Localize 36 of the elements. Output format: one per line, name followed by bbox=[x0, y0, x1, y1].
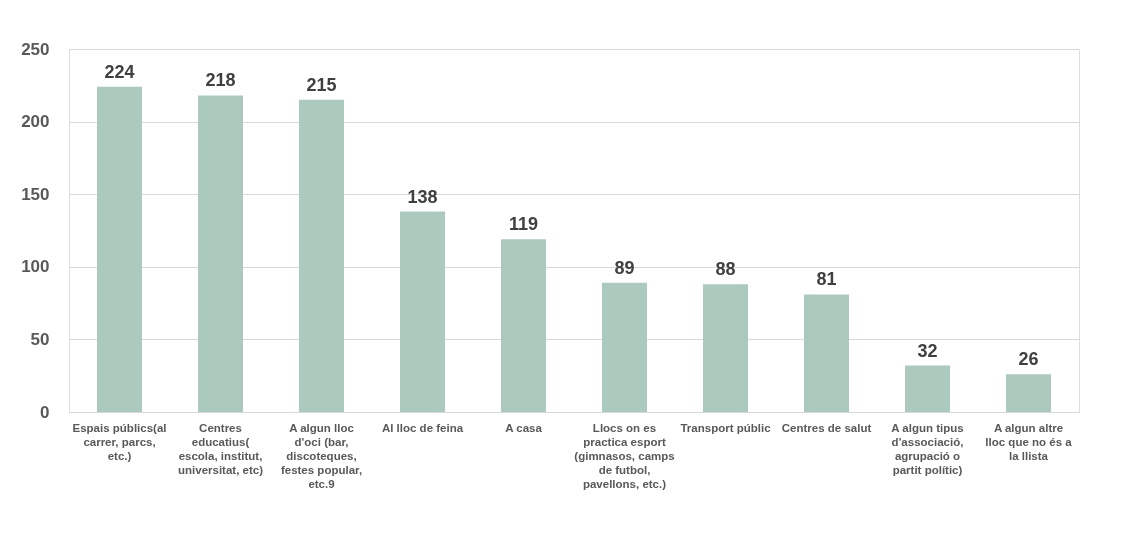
bar bbox=[400, 211, 445, 412]
y-tick-label: 150 bbox=[21, 184, 50, 204]
y-tick-label: 250 bbox=[21, 39, 50, 59]
x-tick-label: Centres de salut bbox=[781, 421, 872, 434]
x-tick-label: A algun tipus d'associació, agrupació o partit polític) bbox=[891, 421, 964, 476]
x-tick-label: A algun altre lloc que no és a la llista bbox=[985, 421, 1073, 462]
data-label: 119 bbox=[508, 214, 539, 235]
data-label: 215 bbox=[306, 74, 337, 95]
data-label: 26 bbox=[1018, 349, 1039, 370]
bar bbox=[198, 95, 243, 412]
bar bbox=[602, 282, 647, 412]
bar bbox=[905, 365, 950, 412]
data-label: 88 bbox=[715, 259, 736, 280]
data-label: 224 bbox=[104, 61, 135, 82]
x-tick-label: Llocs on es practica esport (gimnasos, camps de futbol, pavellons, etc.) bbox=[574, 421, 675, 490]
x-tick-label: A casa bbox=[505, 421, 543, 434]
x-tick-label: Al lloc de feina bbox=[381, 421, 464, 434]
data-label: 32 bbox=[917, 340, 938, 361]
data-label: 81 bbox=[816, 269, 837, 290]
y-tick-label: 200 bbox=[21, 112, 50, 132]
x-tick-label: Centres educatius( escola, institut, universitat, etc) bbox=[178, 421, 264, 476]
x-tick-label: Transport públic bbox=[680, 421, 772, 434]
bar bbox=[804, 294, 849, 412]
data-label: 89 bbox=[614, 257, 635, 278]
x-tick-label: Espais públics(al carrer, parcs, etc.) bbox=[72, 421, 167, 462]
bar bbox=[501, 239, 546, 412]
bar bbox=[703, 284, 748, 412]
y-tick-label: 0 bbox=[40, 402, 50, 422]
x-tick-label: A algun lloc d'oci (bar, discoteques, festes popular, etc.9 bbox=[280, 421, 363, 490]
y-tick-label: 100 bbox=[21, 257, 50, 277]
data-label: 218 bbox=[205, 70, 236, 91]
bar bbox=[97, 86, 142, 412]
bar bbox=[299, 99, 344, 412]
y-tick-label: 50 bbox=[30, 329, 50, 349]
data-label: 138 bbox=[407, 186, 438, 207]
bar bbox=[1006, 374, 1051, 412]
